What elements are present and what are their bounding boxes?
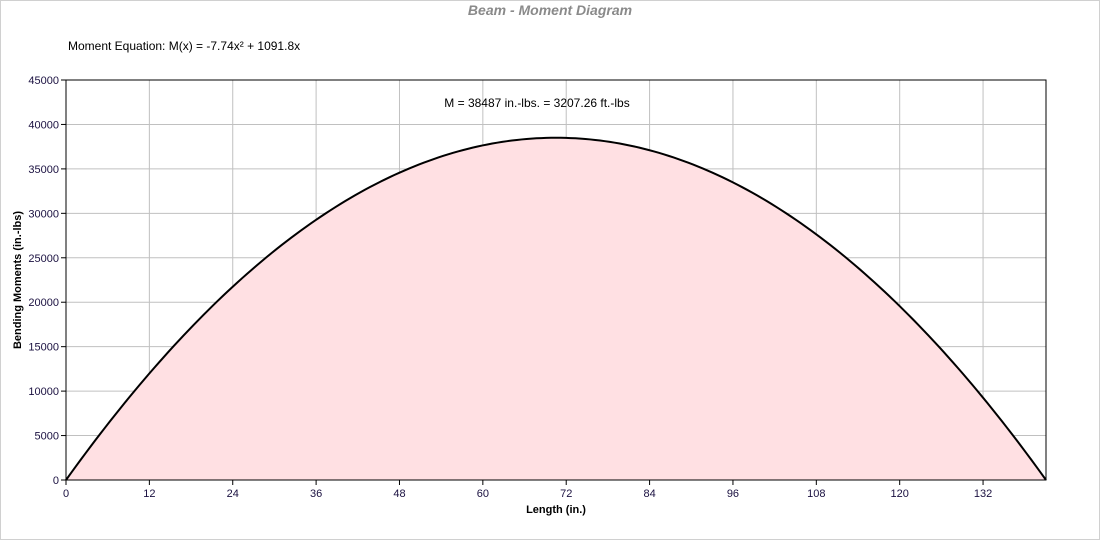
- chart-title: Beam - Moment Diagram: [468, 2, 632, 18]
- x-tick-label: 72: [560, 488, 572, 500]
- x-tick-label: 36: [310, 488, 322, 500]
- plot-border: [65, 79, 1047, 481]
- x-tick-label: 60: [477, 488, 489, 500]
- moment-curve: [65, 136, 1047, 481]
- y-tick-label: 15000: [28, 342, 59, 354]
- y-tick-label: 10000: [28, 386, 59, 398]
- equation-label: Moment Equation: M(x) = -7.74x² + 1091.8…: [68, 39, 300, 53]
- y-tick-label: 25000: [28, 253, 59, 265]
- x-tick-label: 24: [227, 488, 239, 500]
- x-tick-label: 132: [974, 488, 992, 500]
- x-tick-label: 84: [643, 488, 655, 500]
- x-tick-label: 0: [63, 488, 69, 500]
- y-axis-label: Bending Moments (in.-lbs): [12, 211, 24, 349]
- y-tick-label: 30000: [28, 208, 59, 220]
- y-tick-label: 35000: [28, 164, 59, 176]
- moment-area: [66, 137, 1046, 480]
- x-tick-label: 108: [807, 488, 825, 500]
- y-tick-label: 40000: [28, 119, 59, 131]
- y-tick-label: 20000: [28, 297, 59, 309]
- y-tick-label: 0: [53, 475, 59, 487]
- max-moment-annotation: M = 38487 in.-lbs. = 3207.26 ft.-lbs: [444, 96, 629, 110]
- y-tick-label: 45000: [28, 75, 59, 87]
- x-tick-label: 120: [891, 488, 909, 500]
- x-axis-label: Length (in.): [526, 504, 586, 516]
- x-tick-label: 12: [143, 488, 155, 500]
- y-tick-label: 5000: [35, 431, 59, 443]
- x-tick-label: 96: [727, 488, 739, 500]
- x-tick-label: 48: [393, 488, 405, 500]
